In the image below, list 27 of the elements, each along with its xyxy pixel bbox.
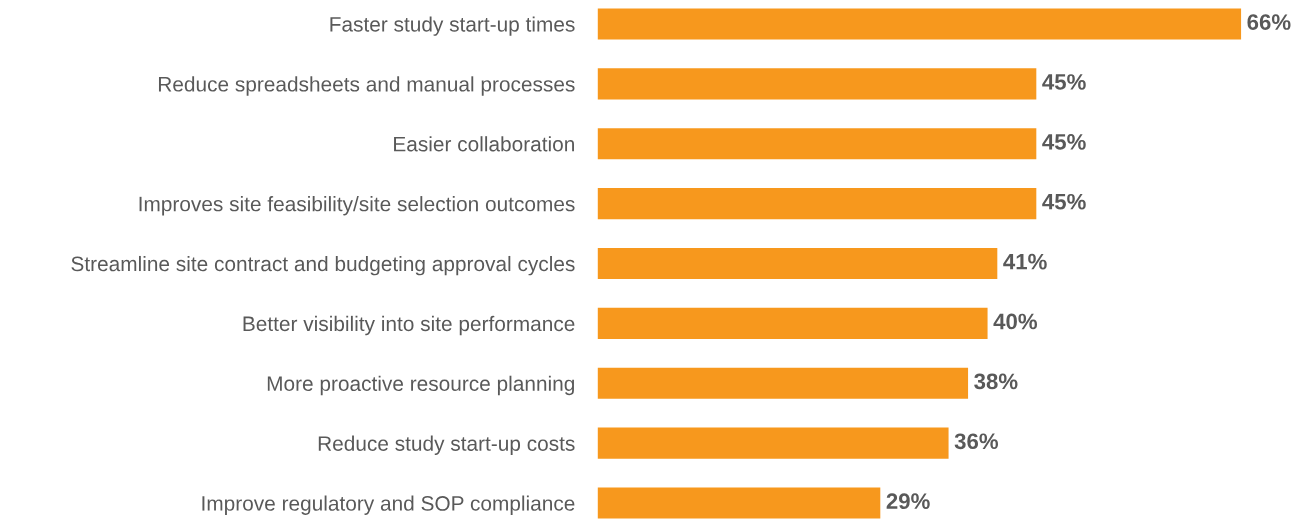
y-tick-label: Improve regulatory and SOP compliance <box>202 495 575 515</box>
bar <box>597 487 881 519</box>
bar <box>597 188 1037 220</box>
bar <box>597 68 1037 100</box>
data-label: 45% <box>1042 193 1086 210</box>
y-tick-label: Faster study start-up times <box>330 16 575 36</box>
bar <box>597 128 1037 160</box>
y-tick-label: Better visibility into site performance <box>243 315 575 336</box>
data-label: 29% <box>886 493 930 510</box>
bar <box>597 367 969 399</box>
data-label: 41% <box>1003 253 1047 270</box>
y-tick-label: Easier collaboration <box>394 136 574 152</box>
y-tick-label: Improves site feasibility/site selection outcomes <box>139 196 575 216</box>
bar <box>597 427 949 459</box>
data-label: 36% <box>954 433 999 450</box>
data-label: 45% <box>1042 74 1086 90</box>
bar <box>597 8 1242 40</box>
bar <box>597 247 998 280</box>
y-tick-label: Reduce study start-up costs <box>318 435 575 456</box>
bar <box>597 307 988 339</box>
y-tick-label: More proactive resource planning <box>267 375 574 396</box>
data-label: 45% <box>1042 134 1086 150</box>
y-tick-label: Streamline site contract and budgeting approval cycles <box>71 255 575 276</box>
data-label: 66% <box>1247 14 1291 30</box>
data-label: 40% <box>993 313 1038 330</box>
data-label: 38% <box>974 373 1018 390</box>
y-tick-label: Reduce spreadsheets and manual processes <box>158 76 575 96</box>
